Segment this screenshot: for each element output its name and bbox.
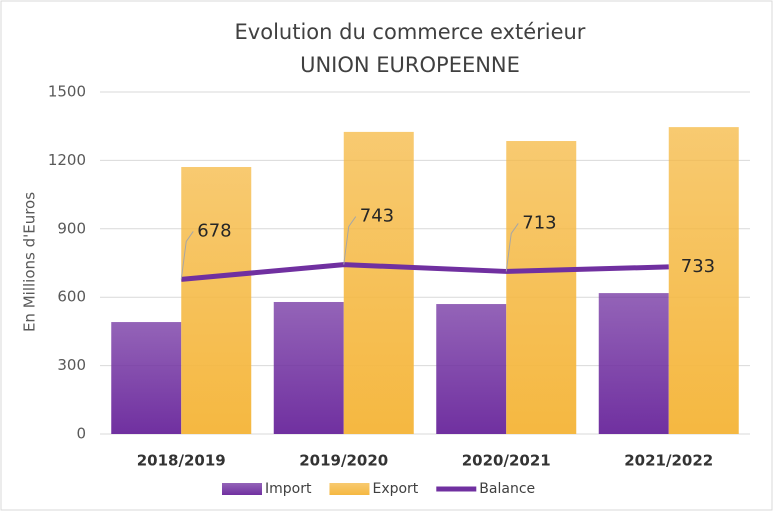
y-tick-label: 600 [57, 288, 86, 306]
chart-subtitle: UNION EUROPEENNE [300, 53, 520, 77]
y-tick-label: 300 [57, 356, 86, 374]
bar [506, 141, 577, 434]
y-axis-label: En Millions d'Euros [21, 192, 39, 332]
data-label: 733 [681, 256, 715, 277]
legend-swatch [222, 483, 262, 495]
data-label: 743 [360, 206, 394, 227]
data-label: 678 [197, 220, 231, 241]
bar [111, 322, 182, 434]
line [181, 262, 669, 282]
y-tick-label: 900 [57, 219, 86, 237]
x-tick-label: 2018/2019 [137, 452, 226, 470]
chart-title: Evolution du commerce extérieur [235, 20, 586, 44]
bar [181, 167, 252, 434]
legend-label: Import [265, 481, 312, 497]
legend-swatch [329, 483, 370, 495]
bar [436, 304, 507, 434]
x-tick-label: 2019/2020 [299, 452, 388, 470]
legend-label: Balance [479, 481, 535, 497]
leader-line [343, 216, 357, 265]
bar [343, 131, 414, 434]
x-tick-label: 2020/2021 [462, 452, 551, 470]
leader-line [180, 231, 194, 280]
x-tick-label: 2021/2022 [624, 452, 713, 470]
y-tick-label: 1200 [48, 151, 86, 169]
bar [273, 301, 344, 434]
y-tick-label: 1500 [48, 83, 86, 101]
y-tick-label: 0 [76, 425, 86, 443]
legend-label: Export [372, 481, 418, 497]
data-label: 713 [522, 212, 556, 233]
bar [668, 127, 739, 434]
leader-line [505, 223, 519, 272]
bar [598, 293, 669, 434]
